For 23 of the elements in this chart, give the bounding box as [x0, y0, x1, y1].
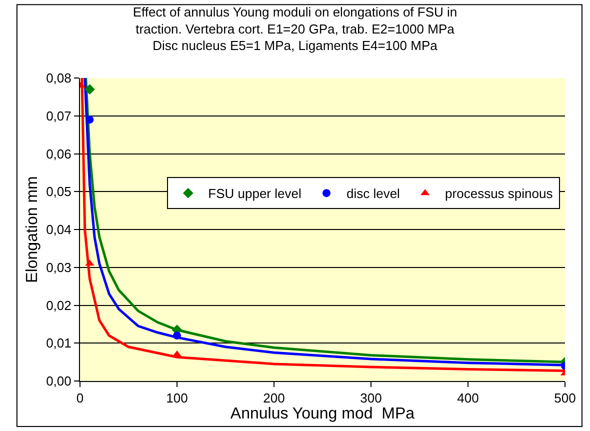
x-tick-label: 200	[263, 390, 285, 406]
x-tick-label: 400	[457, 390, 479, 406]
y-axis-title: Elongation mm	[24, 176, 41, 283]
y-tick-label: 0,01	[46, 336, 72, 351]
y-tick-label: 0,08	[46, 70, 72, 86]
y-tick-label: 0,02	[46, 298, 72, 313]
legend-label: processus spinous	[445, 186, 554, 202]
point	[173, 332, 181, 340]
chart-title: Effect of annulus Young moduli on elongations of FSU in traction. Vertebra cort. E1=20 GPa, trab. E2=1000 MPa Disc nucleus E5=1 MPa, Ligaments E4=100 MPa	[132, 4, 458, 54]
y-tick-label: 0,03	[46, 260, 72, 275]
x-tick-label: 300	[360, 390, 382, 406]
x-tick-label: 100	[166, 390, 188, 406]
x-axis-title: Annulus Young mod MPa	[230, 406, 415, 423]
x-tick-label: 500	[554, 390, 576, 406]
y-tick-label: 0,07	[46, 108, 72, 124]
x-tick-label: 0	[76, 390, 84, 406]
y-tick-label: 0,05	[46, 184, 72, 200]
legend-label: FSU upper level	[208, 186, 302, 202]
y-tick-label: 0,06	[46, 146, 72, 162]
legend-label: disc level	[346, 186, 400, 202]
y-tick-label: 0,04	[46, 222, 72, 238]
y-tick-label: 0,00	[46, 374, 72, 389]
point	[84, 84, 95, 95]
